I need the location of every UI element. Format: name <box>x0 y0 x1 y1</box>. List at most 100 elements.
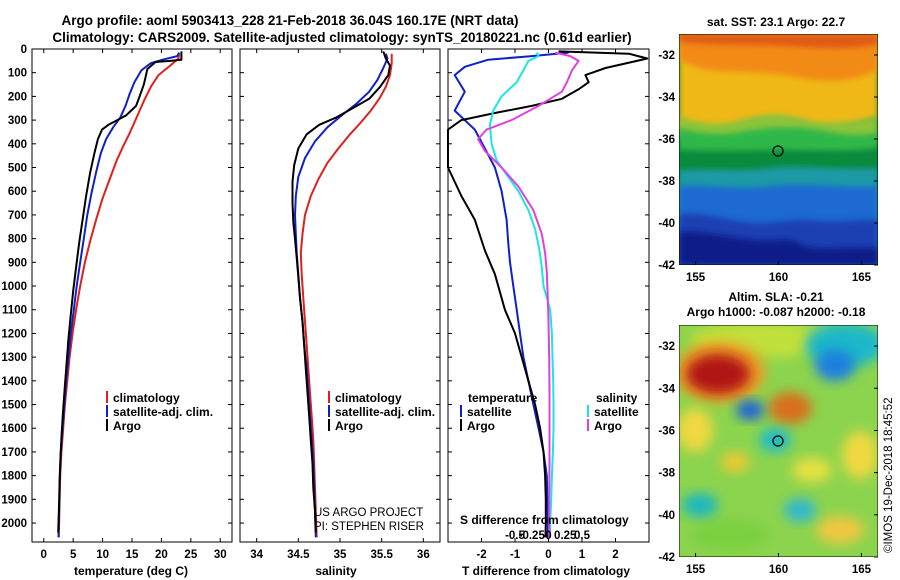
depth-tick-label: 1600 <box>1 423 27 435</box>
map-y-tick-label: -32 <box>658 50 675 62</box>
legend-label-argo: Argo <box>113 419 141 433</box>
depth-tick-label: 600 <box>8 186 27 198</box>
x-tick-label: 20 <box>155 549 168 561</box>
map-x-tick-label: 160 <box>769 564 788 576</box>
legend-label-t-argo: Argo <box>467 419 495 433</box>
temperature-panel-frame <box>31 48 233 543</box>
s-tick-label: -0.5 <box>505 530 525 542</box>
depth-tick-label: 400 <box>8 139 27 151</box>
sst-map <box>679 34 878 265</box>
depth-axis: 0 100 200 300 400 500 600 700 800 900 1000 1100 1200… <box>1 44 649 530</box>
x-tick-label: -1 <box>510 549 521 561</box>
x-tick-label: 2 <box>612 549 618 561</box>
depth-tick-label: 900 <box>8 257 27 269</box>
x-tick-label: 1 <box>579 549 586 561</box>
depth-tick-label: 200 <box>8 91 27 103</box>
x-tick-label: 34.5 <box>287 549 310 561</box>
x-tick-label: 25 <box>184 549 197 561</box>
map-y-tick-label: -38 <box>658 176 675 188</box>
s-tick-label: 0.25 <box>554 530 577 542</box>
argo-position-marker <box>772 435 784 447</box>
map-x-tick-label: 165 <box>852 272 872 284</box>
argo-position-marker <box>772 145 784 157</box>
credit-line-1: US ARGO PROJECT <box>314 507 423 519</box>
depth-tick-label: 700 <box>8 210 27 222</box>
salinity-legend: climatology satellite-adj. clim. Argo <box>328 391 435 433</box>
difference-series <box>447 50 649 538</box>
series-line-salinity-satellite <box>488 52 555 538</box>
x-tick-label: 35 <box>334 549 347 561</box>
depth-tick-label: 1300 <box>1 352 27 364</box>
sla-map-ticks: 155 160 165 -32 -34 -36 -38 -40 -42 <box>658 341 878 576</box>
map-x-tick-label: 165 <box>852 564 872 576</box>
x-tick-label: 10 <box>96 549 109 561</box>
sla-map <box>679 325 878 557</box>
map-x-tick-label: 155 <box>686 564 706 576</box>
temperature-series <box>57 51 183 538</box>
map-y-tick-label: -34 <box>658 383 675 395</box>
series-line-temperature-argo <box>447 50 649 538</box>
depth-tick-label: 1800 <box>1 471 27 483</box>
legend-label-argo: Argo <box>335 419 363 433</box>
difference-legend-salinity: salinity satellite Argo <box>587 391 639 433</box>
map-y-tick-label: -36 <box>658 425 675 437</box>
legend-label-satellite: satellite-adj. clim. <box>335 405 435 419</box>
depth-tick-label: 1500 <box>1 400 27 412</box>
s-difference-axis-label: S difference from climatology <box>460 513 629 527</box>
map-y-tick-label: -42 <box>658 552 675 564</box>
x-tick-label: 35.5 <box>370 549 393 561</box>
series-line-satellite-adj-clim- <box>294 53 389 538</box>
imos-watermark: ©IMOS 19-Dec-2018 18:45:52 <box>883 397 895 553</box>
temperature-axis-label: temperature (deg C) <box>74 564 188 578</box>
x-tick-label: 36 <box>417 549 430 561</box>
sla-map-title-2: Argo h1000: -0.087 h2000: -0.18 <box>687 305 866 319</box>
map-y-tick-label: -42 <box>658 260 675 272</box>
series-line-argo <box>291 51 391 533</box>
depth-tick-label: 1200 <box>1 328 27 340</box>
map-x-tick-label: 155 <box>686 272 706 284</box>
s-tick-label: 0.5 <box>574 530 591 542</box>
map-y-tick-label: -40 <box>658 510 675 522</box>
title-line-1: Argo profile: aoml 5903413_228 21-Feb-20… <box>62 13 519 28</box>
map-y-tick-label: -40 <box>658 218 675 230</box>
salinity-series <box>291 51 393 538</box>
x-tick-label: 30 <box>214 549 227 561</box>
depth-tick-label: 1000 <box>1 281 27 293</box>
legend-label-s-satellite: satellite <box>594 405 639 419</box>
difference-axis-label: T difference from climatology <box>462 564 630 578</box>
s-difference-ticks: -0.5-0.25 0 0.250.5 <box>505 530 591 542</box>
depth-tick-label: 0 <box>21 44 27 56</box>
x-tick-label: 15 <box>126 549 139 561</box>
map-y-tick-label: -36 <box>658 134 675 146</box>
map-y-tick-label: -32 <box>658 341 675 353</box>
series-line-salinity-argo <box>477 51 580 538</box>
sst-map-ticks: 155 160 165 -32 -34 -36 -38 -40 -42 <box>658 50 878 284</box>
series-line-climatology <box>57 53 181 538</box>
x-tick-label: 5 <box>70 549 77 561</box>
depth-tick-label: 100 <box>8 68 27 80</box>
temperature-legend: climatology satellite-adj. clim. Argo <box>106 391 213 433</box>
series-line-satellite-adj-clim- <box>57 52 180 538</box>
depth-tick-label: 500 <box>8 163 27 175</box>
legend-label-climatology: climatology <box>113 391 180 405</box>
legend-header-salinity: salinity <box>596 391 638 405</box>
depth-tick-label: 1700 <box>1 447 27 459</box>
s-tick-label: -0.25 <box>519 530 546 542</box>
depth-tick-label: 2000 <box>1 518 27 530</box>
legend-header-temperature: temperature <box>468 391 538 405</box>
x-tick-label: 0 <box>41 549 47 561</box>
legend-label-s-argo: Argo <box>594 419 622 433</box>
series-line-argo <box>57 51 183 533</box>
map-y-tick-label: -34 <box>658 92 675 104</box>
salinity-ticks: 34 34.5 35 35.5 36 <box>250 49 430 561</box>
x-tick-label: -2 <box>476 549 486 561</box>
legend-label-climatology: climatology <box>335 391 402 405</box>
legend-label-satellite: satellite-adj. clim. <box>113 405 213 419</box>
map-y-tick-label: -38 <box>658 468 675 480</box>
depth-tick-label: 1900 <box>1 494 27 506</box>
depth-tick-label: 1400 <box>1 376 27 388</box>
legend-label-t-satellite: satellite <box>467 405 512 419</box>
title-line-2: Climatology: CARS2009. Satellite-adjuste… <box>52 30 631 45</box>
credit-line-2: PI: STEPHEN RISER <box>314 521 424 533</box>
